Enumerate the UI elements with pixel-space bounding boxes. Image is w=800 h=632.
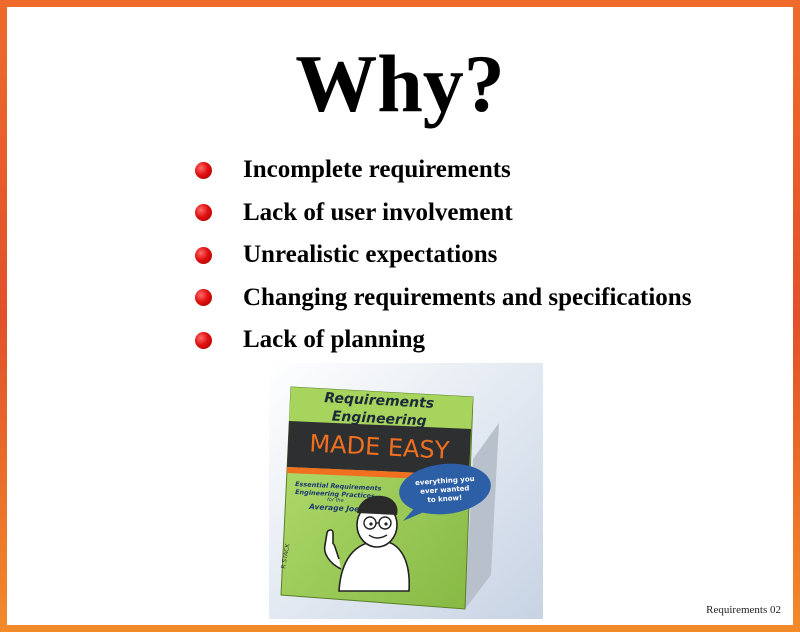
bubble-line3: to know! xyxy=(427,494,462,504)
bullet-text: Unrealistic expectations xyxy=(243,241,498,269)
book-cover-illustration: Requirements Engineering MADE EASY Essen… xyxy=(269,363,543,619)
slide-title: Why? xyxy=(295,38,505,129)
bullet-dot-icon xyxy=(195,331,212,349)
list-item: Lack of planning xyxy=(195,319,691,362)
bubble-line2: ever wanted xyxy=(420,484,470,495)
book-title-line1: Requirements xyxy=(324,390,435,412)
illustrator-signature: R STACK xyxy=(280,542,291,569)
footer-label: Requirements 02 xyxy=(706,604,781,616)
bullet-dot-icon xyxy=(195,246,212,264)
book-cover-image: Requirements Engineering MADE EASY Essen… xyxy=(269,363,543,619)
list-item: Changing requirements and specifications xyxy=(195,277,691,320)
cartoon-character-icon xyxy=(323,495,410,592)
list-item: Incomplete requirements xyxy=(195,149,691,192)
bullet-dot-icon xyxy=(195,289,212,307)
bullet-dot-icon xyxy=(195,161,212,179)
book-title-line2: Engineering xyxy=(331,409,427,430)
book-subtitle-line4: Average Joe xyxy=(308,502,360,514)
bullet-dot-icon xyxy=(195,204,212,222)
bullet-text: Lack of user involvement xyxy=(243,198,513,226)
bullet-text: Incomplete requirements xyxy=(243,156,511,184)
speech-bubble: everything you ever wanted to know! xyxy=(399,463,491,521)
bullet-text: Lack of planning xyxy=(243,326,426,354)
list-item: Unrealistic expectations xyxy=(195,234,691,277)
book-subtitle-line3: for the xyxy=(327,497,344,504)
bullet-list: Incomplete requirements Lack of user inv… xyxy=(195,149,691,362)
bullet-text: Changing requirements and specifications xyxy=(243,283,692,311)
list-item: Lack of user involvement xyxy=(195,192,691,235)
